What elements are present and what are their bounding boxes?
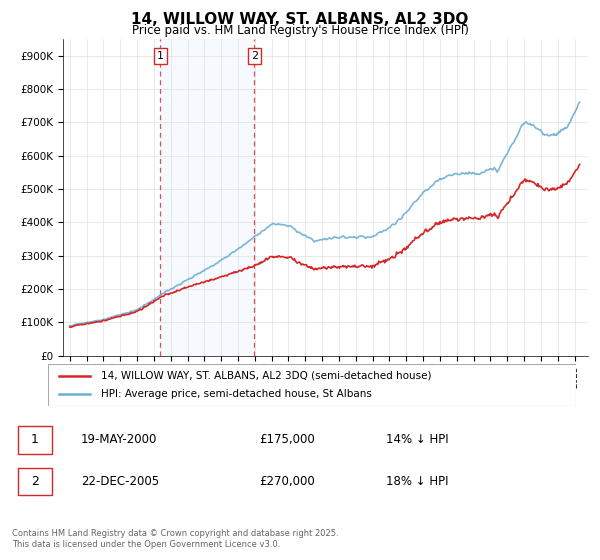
Bar: [18, 426, 52, 454]
Text: 14, WILLOW WAY, ST. ALBANS, AL2 3DQ (semi-detached house): 14, WILLOW WAY, ST. ALBANS, AL2 3DQ (sem…: [101, 371, 431, 381]
Text: £270,000: £270,000: [260, 475, 316, 488]
Text: 1: 1: [157, 51, 164, 61]
Text: HPI: Average price, semi-detached house, St Albans: HPI: Average price, semi-detached house,…: [101, 389, 371, 399]
Text: Contains HM Land Registry data © Crown copyright and database right 2025.
This d: Contains HM Land Registry data © Crown c…: [12, 529, 338, 549]
Text: £175,000: £175,000: [260, 433, 316, 446]
Text: 19-MAY-2000: 19-MAY-2000: [81, 433, 157, 446]
Text: 14% ↓ HPI: 14% ↓ HPI: [386, 433, 449, 446]
Bar: [18, 468, 52, 495]
FancyBboxPatch shape: [48, 364, 576, 406]
Text: Price paid vs. HM Land Registry's House Price Index (HPI): Price paid vs. HM Land Registry's House …: [131, 24, 469, 36]
Text: 1: 1: [31, 433, 39, 446]
Text: 18% ↓ HPI: 18% ↓ HPI: [386, 475, 449, 488]
Text: 2: 2: [251, 51, 258, 61]
Bar: [160, 39, 254, 356]
Text: 22-DEC-2005: 22-DEC-2005: [81, 475, 159, 488]
Text: 2: 2: [31, 475, 39, 488]
Text: 14, WILLOW WAY, ST. ALBANS, AL2 3DQ: 14, WILLOW WAY, ST. ALBANS, AL2 3DQ: [131, 12, 469, 27]
